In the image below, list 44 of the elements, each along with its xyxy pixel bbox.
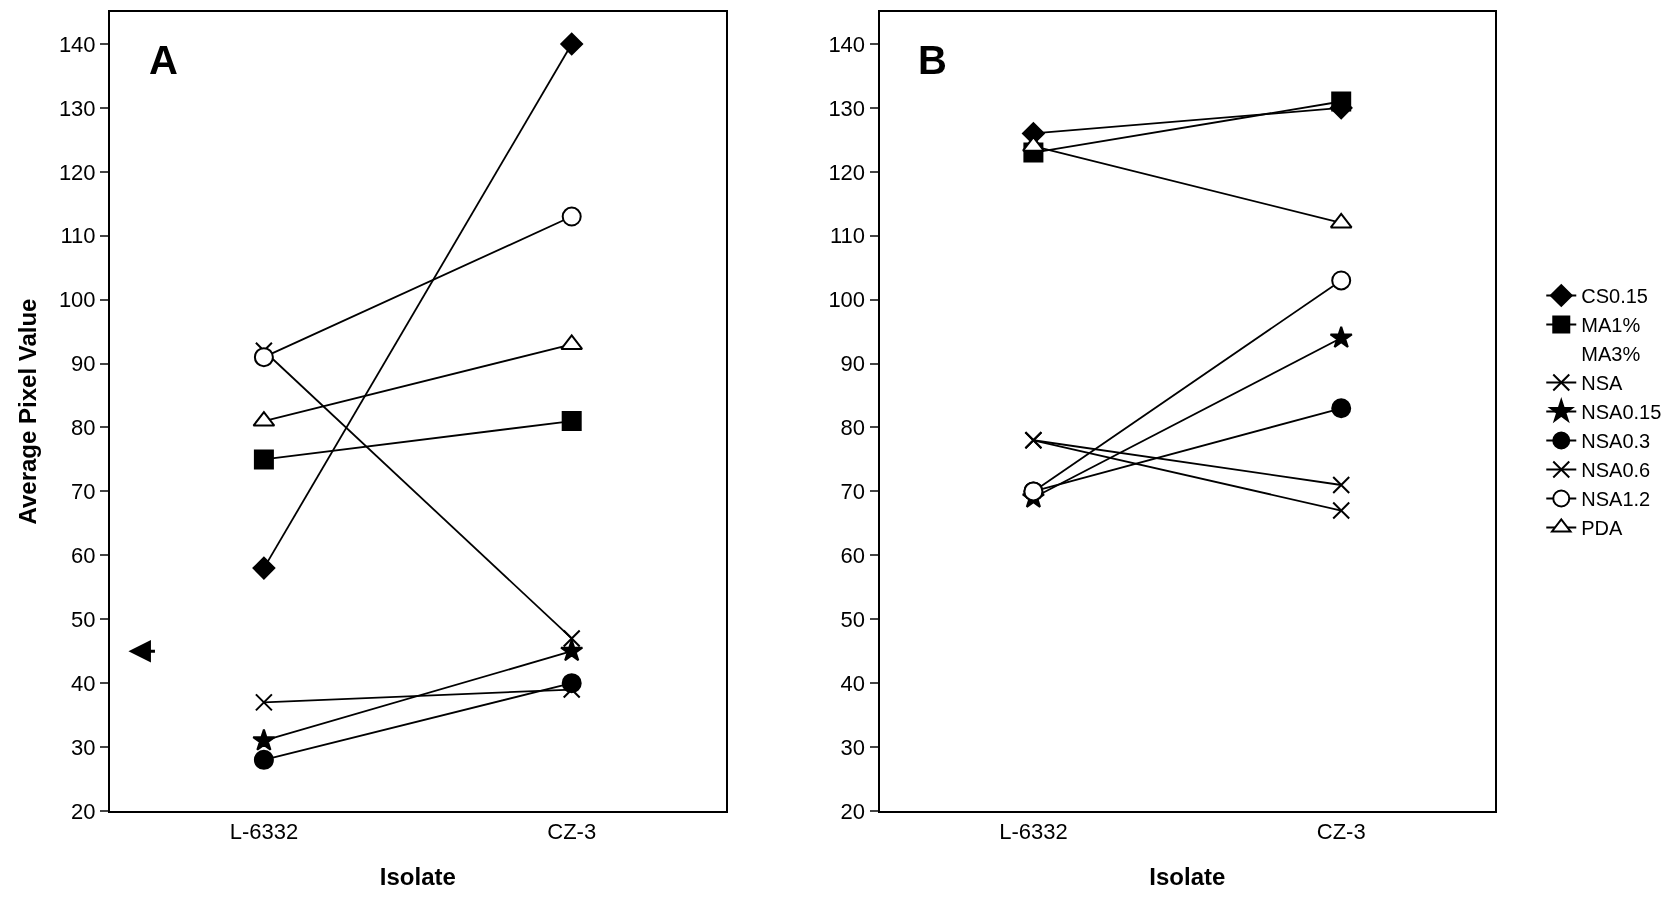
x-tick-label: CZ-3 <box>547 819 597 845</box>
y-tick-label: 140 <box>58 31 96 57</box>
y-axis-title: Average Pixel Value <box>14 298 42 525</box>
y-tick-label: 70 <box>71 479 96 505</box>
y-tick-label: 100 <box>828 287 866 313</box>
x-tick-label: L-6332 <box>229 819 299 845</box>
legend-label: PDA <box>1581 517 1624 540</box>
x-tick-label: L-6332 <box>999 819 1068 845</box>
y-tick-label: 50 <box>71 606 96 632</box>
y-tick-label: 90 <box>840 351 866 377</box>
text: B <box>918 38 947 82</box>
y-tick-label: 110 <box>830 223 866 249</box>
legend-label: CS0.15 <box>1581 285 1648 308</box>
x-tick-label: CZ-3 <box>1316 819 1366 845</box>
x-axis-title: Isolate <box>379 863 456 891</box>
y-tick-label: 130 <box>828 95 866 121</box>
y-tick-label: 40 <box>71 670 96 696</box>
y-tick-label: 60 <box>71 543 96 569</box>
legend-label: MA1% <box>1581 314 1641 337</box>
y-tick-label: 110 <box>60 223 96 249</box>
y-tick-label: 80 <box>840 415 866 441</box>
text: MA3% <box>1581 343 1641 366</box>
y-tick-label: 120 <box>58 159 96 185</box>
y-tick-label: 130 <box>58 95 96 121</box>
y-tick-label: 20 <box>71 798 96 824</box>
y-tick-label: 90 <box>71 351 96 377</box>
y-tick-label: 60 <box>840 543 866 569</box>
y-tick-label: 20 <box>840 798 866 824</box>
y-tick-label: 140 <box>828 31 866 57</box>
y-tick-label: 100 <box>58 287 96 313</box>
y-tick-label: 50 <box>840 606 866 632</box>
y-tick-label: 40 <box>840 670 866 696</box>
legend-label: NSA <box>1581 372 1624 395</box>
legend-label: NSA0.6 <box>1581 459 1651 482</box>
y-tick-label: 80 <box>71 415 96 441</box>
legend-label: NSA0.3 <box>1581 430 1651 453</box>
y-tick-label: 30 <box>840 734 866 760</box>
legend-label: NSA0.15 <box>1581 401 1662 424</box>
text: A <box>149 38 178 82</box>
y-tick-label: 30 <box>71 734 96 760</box>
x-axis-title: Isolate <box>1149 863 1226 891</box>
y-tick-label: 120 <box>828 159 866 185</box>
legend-label: NSA1.2 <box>1581 488 1651 511</box>
y-tick-label: 70 <box>840 479 866 505</box>
